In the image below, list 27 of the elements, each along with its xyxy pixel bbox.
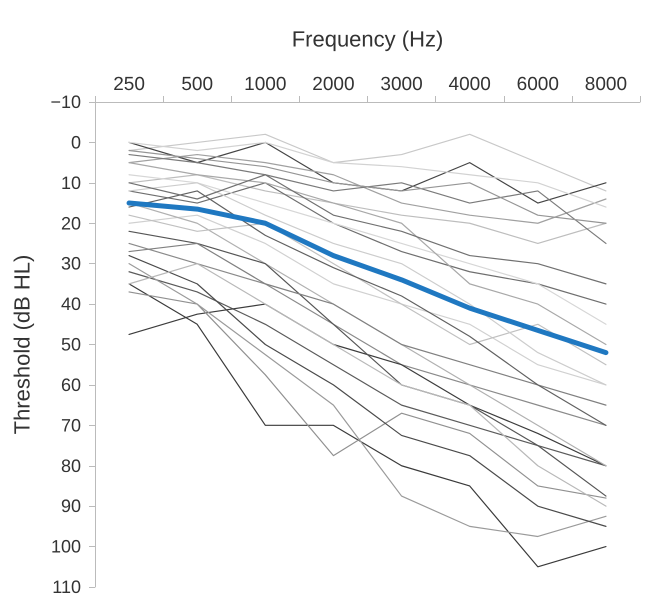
x-tick-label: 8000 xyxy=(584,74,628,95)
x-tick-label: 500 xyxy=(181,74,214,95)
line-series xyxy=(128,182,607,305)
y-tick-label: 50 xyxy=(60,334,81,354)
y-tick-label: 110 xyxy=(52,577,81,597)
y-tick-label: 10 xyxy=(60,172,81,193)
x-axis-title: Frequency (Hz) xyxy=(292,26,444,52)
y-tick-label: 60 xyxy=(60,374,81,395)
x-tick-label: 4000 xyxy=(448,74,491,95)
x-tick-label: 250 xyxy=(113,74,145,95)
y-tick-label: 90 xyxy=(60,496,81,516)
y-tick-label: 80 xyxy=(60,456,81,476)
y-tick-label: 40 xyxy=(60,294,81,314)
y-tick-label: 0 xyxy=(70,132,81,152)
y-tick-label: 20 xyxy=(60,213,81,234)
x-tick-label: 2000 xyxy=(312,74,355,95)
line-series xyxy=(128,174,607,244)
x-tick-label: 6000 xyxy=(516,74,559,95)
y-axis-title: Threshold (dB HL) xyxy=(10,254,34,434)
x-tick-label: 1000 xyxy=(244,74,286,95)
line-series xyxy=(128,190,607,426)
y-tick-label: 30 xyxy=(60,254,81,274)
y-tick-label: −10 xyxy=(50,92,81,112)
line-series xyxy=(128,283,607,568)
y-tick-label: 70 xyxy=(60,415,81,436)
x-tick-label: 3000 xyxy=(380,74,423,95)
y-tick-label: 100 xyxy=(50,536,81,557)
